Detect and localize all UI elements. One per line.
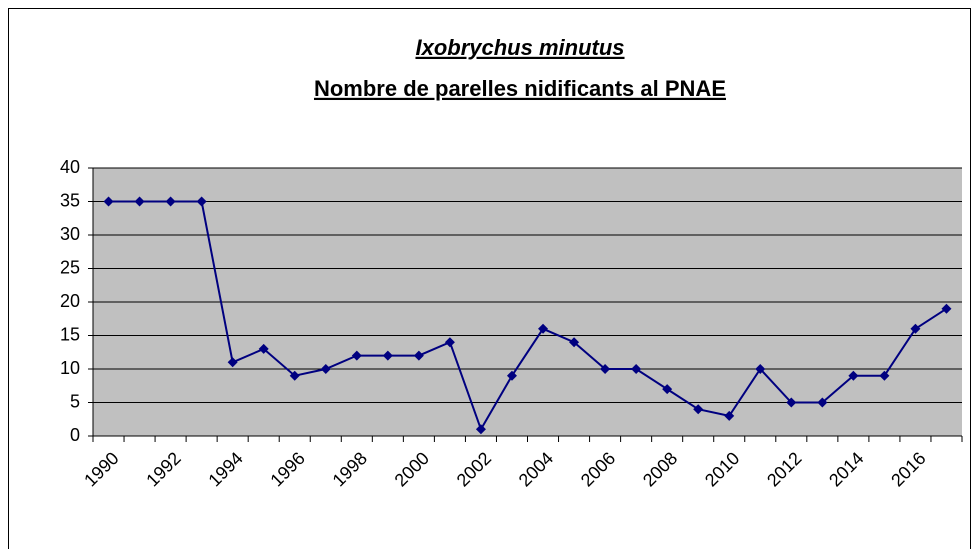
y-tick-label: 5	[70, 391, 80, 411]
point-marker	[879, 370, 890, 381]
y-tick-label: 40	[60, 157, 80, 177]
point-marker	[227, 357, 238, 368]
point-marker	[755, 364, 766, 374]
point-marker	[724, 410, 735, 421]
point-marker	[382, 350, 393, 361]
y-tick-label: 0	[70, 425, 80, 445]
point-marker	[600, 364, 611, 374]
point-marker	[258, 343, 269, 354]
y-tick-label: 30	[60, 224, 80, 244]
point-marker	[320, 364, 331, 374]
point-marker	[475, 424, 486, 435]
point-marker	[941, 303, 952, 314]
point-marker	[569, 337, 580, 348]
point-marker	[165, 196, 176, 207]
point-marker	[817, 397, 828, 408]
y-tick-label: 35	[60, 190, 80, 210]
point-marker	[289, 370, 300, 381]
point-marker	[506, 370, 517, 381]
point-marker	[693, 404, 704, 415]
y-tick-label: 20	[60, 291, 80, 311]
y-tick-label: 15	[60, 324, 80, 344]
point-marker	[134, 196, 145, 207]
point-marker	[103, 196, 114, 207]
point-marker	[786, 397, 797, 408]
point-marker	[413, 350, 424, 361]
point-marker	[351, 350, 362, 361]
point-marker	[196, 196, 207, 207]
y-tick-label: 10	[60, 358, 80, 378]
point-marker	[631, 364, 642, 374]
series-line	[108, 200, 948, 432]
point-marker	[662, 384, 673, 395]
chart-title: Ixobrychus minutus	[415, 35, 624, 60]
point-marker	[848, 370, 859, 381]
point-marker	[444, 337, 455, 348]
y-tick-label: 25	[60, 257, 80, 277]
chart-subtitle: Nombre de parelles nidificants al PNAE	[314, 76, 726, 101]
point-marker	[538, 323, 549, 334]
point-marker	[910, 323, 921, 334]
